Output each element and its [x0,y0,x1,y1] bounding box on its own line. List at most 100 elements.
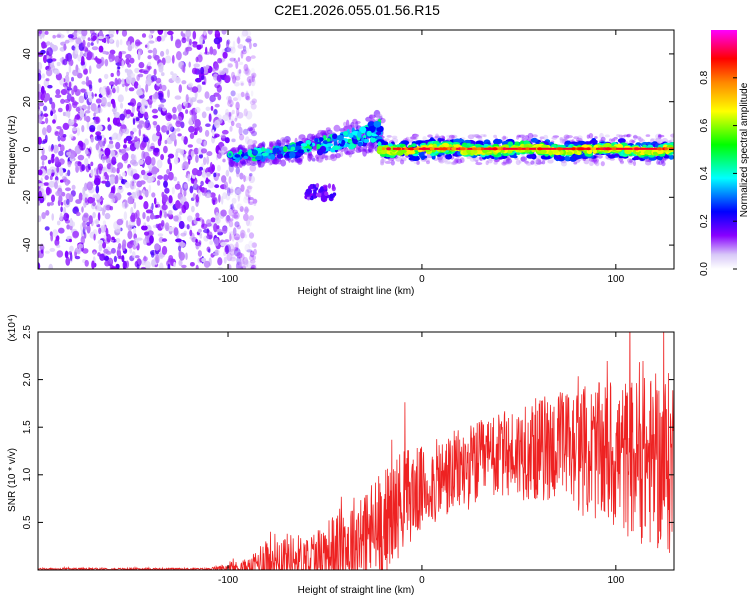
noise-blob [98,78,102,83]
noise-blob [46,41,51,46]
noise-blob [125,76,133,84]
noise-blob [160,154,165,161]
noise-blob [156,85,160,91]
noise-blob [228,250,232,255]
noise-blob [125,109,132,115]
onset-band [276,153,284,159]
noise-blob [75,199,82,204]
echo-haze [650,138,658,142]
noise-blob [44,93,51,101]
noise-blob [68,81,72,90]
noise-blob [183,154,187,162]
noise-blob [143,201,149,210]
noise-blob [160,220,165,227]
noise-blob [98,45,104,53]
snr-y-tick-label: 2.0 [22,372,33,386]
noise-blob [236,112,244,119]
noise-blob [240,260,246,265]
noise-blob [89,125,96,132]
noise-blob [135,209,140,219]
echo-haze [594,136,598,139]
onset-band [357,141,363,147]
noise-blob [62,134,67,138]
echo-haze [447,161,453,165]
noise-blob [144,101,149,106]
noise-blob [227,63,233,68]
noise-blob [173,176,178,182]
noise-blob [129,159,137,165]
noise-blob [230,111,234,116]
onset-haze [257,160,262,168]
noise-blob [245,55,252,62]
noise-blob [120,148,127,154]
echo-haze [515,159,521,166]
echo-haze [456,158,463,164]
noise-blob [82,39,86,48]
noise-blob [138,61,145,69]
noise-blob [153,197,157,205]
noise-blob [164,30,168,38]
onset-haze [261,141,266,148]
echo-band [624,149,632,155]
noise-blob [155,204,158,208]
noise-blob [168,195,173,204]
noise-blob [224,239,230,243]
noise-blob [134,67,140,74]
noise-blob [195,154,199,163]
echo-haze [535,155,543,160]
snr-y-tick-label: 0.5 [22,515,33,529]
noise-blob [200,148,208,154]
noise-blob [204,129,210,137]
noise-blob [221,175,227,183]
noise-blob [43,105,48,112]
echo-band [555,156,563,160]
echo-haze [563,136,568,142]
echo-haze [539,136,545,139]
noise-blob [221,30,227,35]
noise-blob [193,180,198,188]
noise-blob [207,30,213,35]
noise-blob [226,39,231,45]
noise-blob [229,125,233,132]
noise-blob [251,67,255,75]
noise-blob [40,140,46,145]
echo-haze [520,156,526,163]
noise-blob [148,40,155,44]
noise-blob [81,206,84,213]
noise-blob [163,126,170,132]
noise-blob [111,134,116,141]
noise-blob [234,246,239,252]
noise-blob [79,142,86,151]
noise-blob [185,30,192,38]
noise-blob [116,85,120,94]
noise-blob [177,133,182,137]
noise-blob [48,263,53,269]
noise-blob [44,30,49,35]
echo-haze [451,135,456,140]
noise-blob [109,38,114,43]
onset-band [370,136,376,143]
noise-blob [229,248,236,256]
noise-blob [111,156,117,166]
noise-blob [123,144,127,149]
noise-blob [214,103,220,108]
noise-blob [40,85,45,95]
noise-blob [143,256,148,262]
noise-blob [181,37,187,44]
noise-blob [197,189,201,198]
side-lobe-blob [327,183,332,189]
snr-ylabel: SNR (10 * v/v) [7,448,18,512]
noise-blob [243,213,249,222]
onset-band [343,131,349,136]
echo-band [418,151,425,157]
noise-blob [136,258,142,267]
noise-blob [175,76,181,84]
noise-blob [84,158,89,166]
noise-blob [153,147,160,153]
noise-blob [149,167,152,172]
noise-blob [45,117,49,124]
noise-blob [166,260,172,267]
noise-blob [84,259,89,267]
noise-blob [155,214,160,219]
noise-blob [248,78,252,87]
